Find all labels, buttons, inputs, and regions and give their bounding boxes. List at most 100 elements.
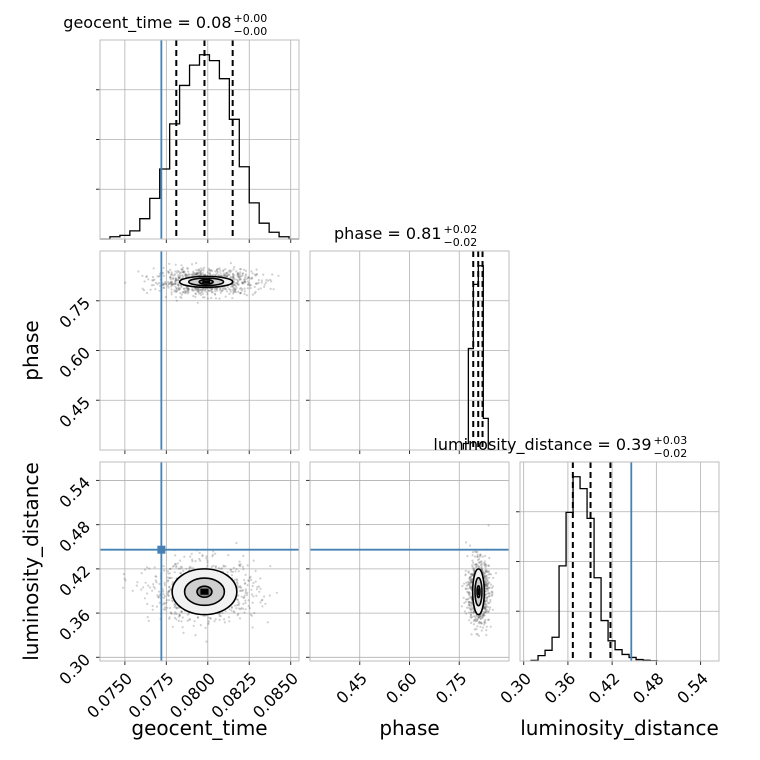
sample-point (171, 600, 174, 603)
sample-point (479, 617, 482, 621)
sample-point (175, 278, 178, 282)
sample-point (215, 288, 218, 291)
sample-point (154, 575, 157, 578)
sample-point (186, 287, 189, 290)
sample-point (244, 281, 247, 284)
sample-point (468, 577, 471, 580)
sample-point (486, 570, 489, 573)
sample-point (180, 264, 183, 267)
sample-point (477, 616, 480, 619)
sample-point (477, 615, 480, 619)
sample-point (485, 610, 488, 613)
sample-point (471, 608, 474, 611)
sample-point (469, 595, 473, 598)
sample-point (224, 295, 227, 298)
sample-point (174, 277, 177, 280)
sample-point (242, 596, 246, 599)
sample-point (475, 619, 479, 622)
x-tick-label: 0.0750 (83, 669, 136, 722)
sample-point (165, 599, 168, 602)
sample-point (469, 615, 472, 619)
sample-point (162, 266, 165, 269)
sample-point (476, 617, 479, 621)
sample-point (239, 292, 242, 295)
sample-point (483, 560, 487, 563)
sample-point (183, 555, 186, 558)
sample-point (228, 274, 231, 277)
sample-point (184, 274, 187, 277)
sample-point (252, 595, 255, 598)
sample-point (245, 277, 248, 280)
sample-point (224, 287, 227, 290)
sample-point (171, 625, 174, 628)
sample-point (490, 594, 493, 597)
sample-point (178, 287, 182, 290)
sample-point (489, 625, 492, 628)
sample-point (140, 572, 143, 575)
sample-point (484, 563, 487, 566)
sample-point (471, 565, 474, 569)
sample-point (469, 608, 473, 611)
sample-point (153, 278, 156, 281)
sample-point (228, 620, 231, 623)
sample-point (233, 283, 236, 287)
sample-point (198, 269, 201, 272)
sample-point (168, 599, 171, 602)
sample-point (248, 607, 251, 610)
sample-point (249, 575, 252, 579)
sample-point (475, 565, 478, 568)
sample-point (203, 266, 206, 269)
sample-point (229, 271, 232, 274)
sample-point (259, 601, 262, 604)
sample-point (485, 597, 488, 601)
sample-point (214, 297, 218, 300)
sample-point (476, 550, 479, 554)
sample-point (259, 587, 262, 590)
sample-point (465, 606, 469, 609)
sample-point (155, 581, 158, 584)
sample-point (473, 569, 476, 572)
sample-point (174, 282, 177, 285)
sample-point (476, 555, 479, 558)
sample-point (142, 289, 146, 292)
sample-point (183, 270, 186, 273)
sample-point (470, 597, 473, 600)
sample-point (186, 287, 189, 290)
sample-point (482, 570, 485, 573)
sample-point (177, 270, 180, 273)
sample-point (162, 283, 165, 286)
sample-point (167, 271, 170, 274)
sample-point (212, 550, 215, 553)
sample-point (178, 288, 181, 291)
sample-point (168, 576, 171, 580)
sample-point (171, 282, 174, 285)
sample-point (243, 611, 246, 614)
sample-point (476, 553, 479, 556)
sample-point (488, 586, 491, 589)
sample-point (469, 587, 472, 590)
sample-point (235, 607, 238, 610)
sample-point (177, 283, 180, 286)
sample-point (487, 606, 490, 609)
sample-point (194, 560, 197, 563)
panel-title-luminosity_distance: luminosity_distance = 0.39 (433, 435, 651, 455)
sample-point (197, 289, 200, 292)
sample-point (250, 588, 253, 591)
sample-point (241, 281, 244, 284)
sample-point (152, 583, 155, 586)
sample-point (218, 618, 221, 622)
sample-point (199, 624, 202, 627)
sample-point (232, 273, 235, 276)
sample-point (230, 269, 233, 272)
sample-point (491, 592, 494, 595)
sample-point (472, 612, 475, 615)
x-axis-label-phase: phase (379, 716, 439, 740)
sample-point (226, 271, 229, 274)
sample-point (483, 620, 486, 623)
sample-point (163, 581, 166, 585)
density-peak (477, 588, 480, 595)
sample-point (242, 278, 246, 281)
sample-point (214, 270, 217, 273)
sample-point (486, 587, 489, 590)
sample-point (484, 583, 487, 587)
